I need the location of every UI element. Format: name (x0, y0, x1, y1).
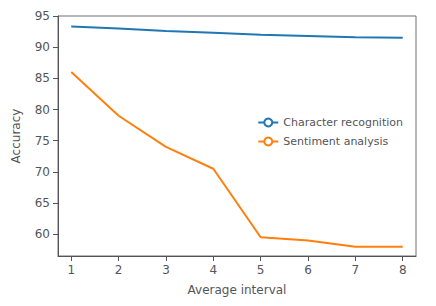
svg-text:Sentiment analysis: Sentiment analysis (283, 135, 388, 148)
svg-text:70: 70 (35, 165, 50, 179)
svg-text:65: 65 (35, 196, 50, 210)
svg-text:7: 7 (352, 263, 360, 277)
svg-text:Accuracy: Accuracy (9, 109, 23, 164)
svg-text:1: 1 (67, 263, 75, 277)
svg-text:Average interval: Average interval (188, 283, 287, 297)
svg-text:80: 80 (35, 103, 50, 117)
svg-text:3: 3 (162, 263, 170, 277)
svg-text:75: 75 (35, 134, 50, 148)
svg-text:Character recognition: Character recognition (283, 116, 403, 129)
svg-text:8: 8 (399, 263, 407, 277)
svg-text:2: 2 (115, 263, 123, 277)
svg-text:90: 90 (35, 40, 50, 54)
svg-text:4: 4 (210, 263, 218, 277)
svg-text:6: 6 (304, 263, 312, 277)
svg-text:95: 95 (35, 9, 50, 23)
svg-text:60: 60 (35, 227, 50, 241)
svg-text:5: 5 (257, 263, 265, 277)
svg-text:85: 85 (35, 71, 50, 85)
